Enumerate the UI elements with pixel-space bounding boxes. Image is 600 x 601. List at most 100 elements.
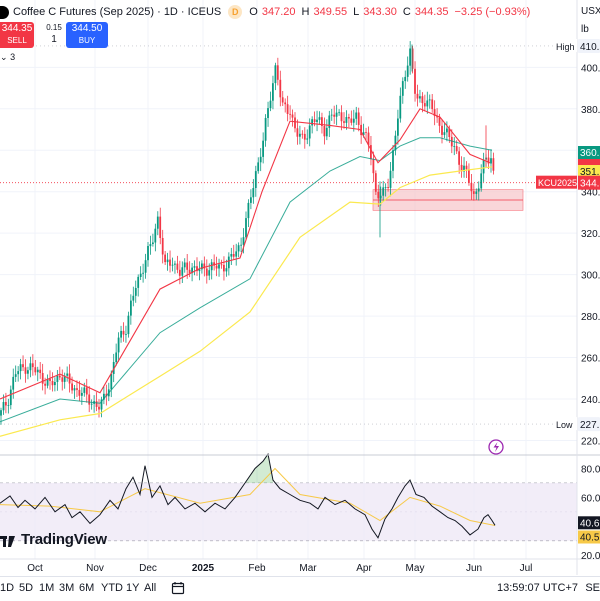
candle-body — [12, 376, 15, 390]
candle-body — [14, 374, 17, 377]
candle-body — [387, 187, 389, 188]
candle-body — [49, 378, 51, 381]
candle-body — [225, 268, 228, 272]
timeframe-1m[interactable]: 1M — [39, 582, 55, 594]
timeframe-3m[interactable]: 3M — [59, 582, 75, 594]
candle-body — [311, 119, 313, 126]
candle-body — [281, 97, 284, 103]
candle-body — [436, 116, 438, 118]
tradingview-logo[interactable]: TradingView — [0, 530, 107, 548]
candle-body — [389, 170, 392, 188]
candle-body — [318, 117, 321, 120]
ma-fast-label-box — [578, 159, 600, 165]
price-tick-label: 280.00 — [581, 312, 600, 323]
candle-body — [117, 337, 120, 353]
buy-label: BUY — [78, 36, 96, 45]
candle-body — [267, 108, 269, 118]
high-label-value: 410.3 — [580, 42, 600, 53]
candle-body — [480, 173, 483, 189]
price-axis[interactable]: 400.00380.00360.00340.00320.00300.00280.… — [581, 6, 600, 448]
candle-body — [370, 145, 372, 160]
candle-body — [46, 378, 49, 386]
tradingview-wordmark: TradingView — [21, 530, 107, 548]
candle-body — [223, 264, 225, 272]
data-delay-badge[interactable]: D — [228, 5, 243, 19]
candle-body — [264, 118, 267, 141]
timeframe-5d[interactable]: 5D — [19, 582, 34, 594]
candle-body — [303, 133, 306, 140]
time-axis[interactable]: Oct Nov Dec 2025 Feb Mar Apr May Jun Jul — [27, 563, 532, 574]
spread-box: 0.15 1 — [42, 22, 66, 46]
timeframe-ytd[interactable]: YTD — [101, 582, 123, 594]
candle-body — [208, 270, 211, 276]
candle-body — [406, 65, 409, 77]
clock[interactable]: 13:59:07 UTC+7 — [496, 582, 578, 594]
indicators-toggle[interactable]: ⌄ 3 — [0, 52, 15, 63]
candle-body — [299, 133, 301, 137]
buy-button[interactable]: 344.50 BUY — [66, 22, 108, 48]
candle-body — [477, 188, 480, 192]
candle-body — [416, 93, 419, 99]
candle-body — [205, 268, 208, 276]
high-label-box — [578, 38, 600, 53]
candle-body — [463, 165, 465, 172]
rsi-tick-label: 80.00 — [581, 465, 600, 476]
calendar-icon[interactable] — [171, 581, 185, 595]
candle-body — [397, 118, 399, 136]
candle-body — [453, 146, 456, 147]
candle-body — [313, 119, 316, 122]
candle-body — [455, 146, 458, 152]
timeframe-all[interactable]: All — [144, 582, 157, 594]
timeframe-6m[interactable]: 6M — [79, 582, 95, 594]
candle-body — [19, 364, 22, 372]
candle-body — [137, 276, 140, 288]
candle-body — [301, 133, 304, 135]
candle-body — [289, 113, 291, 115]
candle-body — [191, 267, 193, 274]
timeframe-1y[interactable]: 1Y — [126, 582, 140, 594]
candle-body — [472, 191, 475, 194]
candle-body — [183, 262, 186, 268]
candle-body — [227, 256, 230, 269]
rsi-ma-value-box — [578, 530, 600, 544]
timeframe-1d[interactable]: 1D — [0, 582, 15, 594]
symbol-title[interactable]: Coffee C Futures (Sep 2025) · 1D · ICEUS — [13, 6, 222, 18]
candle-body — [147, 246, 149, 261]
candle-body — [9, 389, 12, 406]
candle-body — [196, 266, 198, 272]
candle-body — [306, 138, 309, 140]
lightning-icon[interactable] — [488, 439, 504, 455]
candle-body — [88, 394, 91, 405]
ma-slow-line — [0, 166, 493, 437]
time-tick-label: Mar — [299, 563, 317, 574]
candle-body — [166, 259, 169, 263]
tradingview-logo-icon — [0, 534, 15, 547]
price-tick-label: 260.00 — [581, 354, 600, 365]
candle-body — [274, 65, 277, 84]
candle-body — [460, 164, 463, 172]
candle-body — [100, 399, 103, 410]
candle-body — [372, 159, 375, 174]
candle-body — [433, 109, 436, 117]
time-tick-label: Oct — [27, 563, 43, 574]
candle-body — [29, 363, 32, 371]
candle-body — [188, 269, 191, 274]
price-tick-label: 400.00 — [581, 63, 600, 74]
sell-button[interactable]: 344.35 SELL — [0, 22, 34, 48]
candle-body — [235, 251, 238, 257]
candle-body — [122, 330, 125, 335]
candle-body — [276, 65, 279, 80]
candle-body — [446, 128, 448, 133]
candle-body — [81, 392, 83, 396]
candle-body — [350, 118, 353, 123]
candle-body — [142, 272, 144, 274]
rsi-ma-line — [0, 467, 496, 526]
session-button[interactable]: SE — [585, 582, 600, 594]
order-quantity[interactable]: 1 — [51, 34, 57, 45]
rsi-ma-value-label: 40.52 — [580, 533, 600, 544]
candle-body — [475, 191, 478, 194]
candle-body — [379, 195, 382, 199]
candle-body — [203, 263, 206, 269]
candle-body — [242, 237, 245, 245]
